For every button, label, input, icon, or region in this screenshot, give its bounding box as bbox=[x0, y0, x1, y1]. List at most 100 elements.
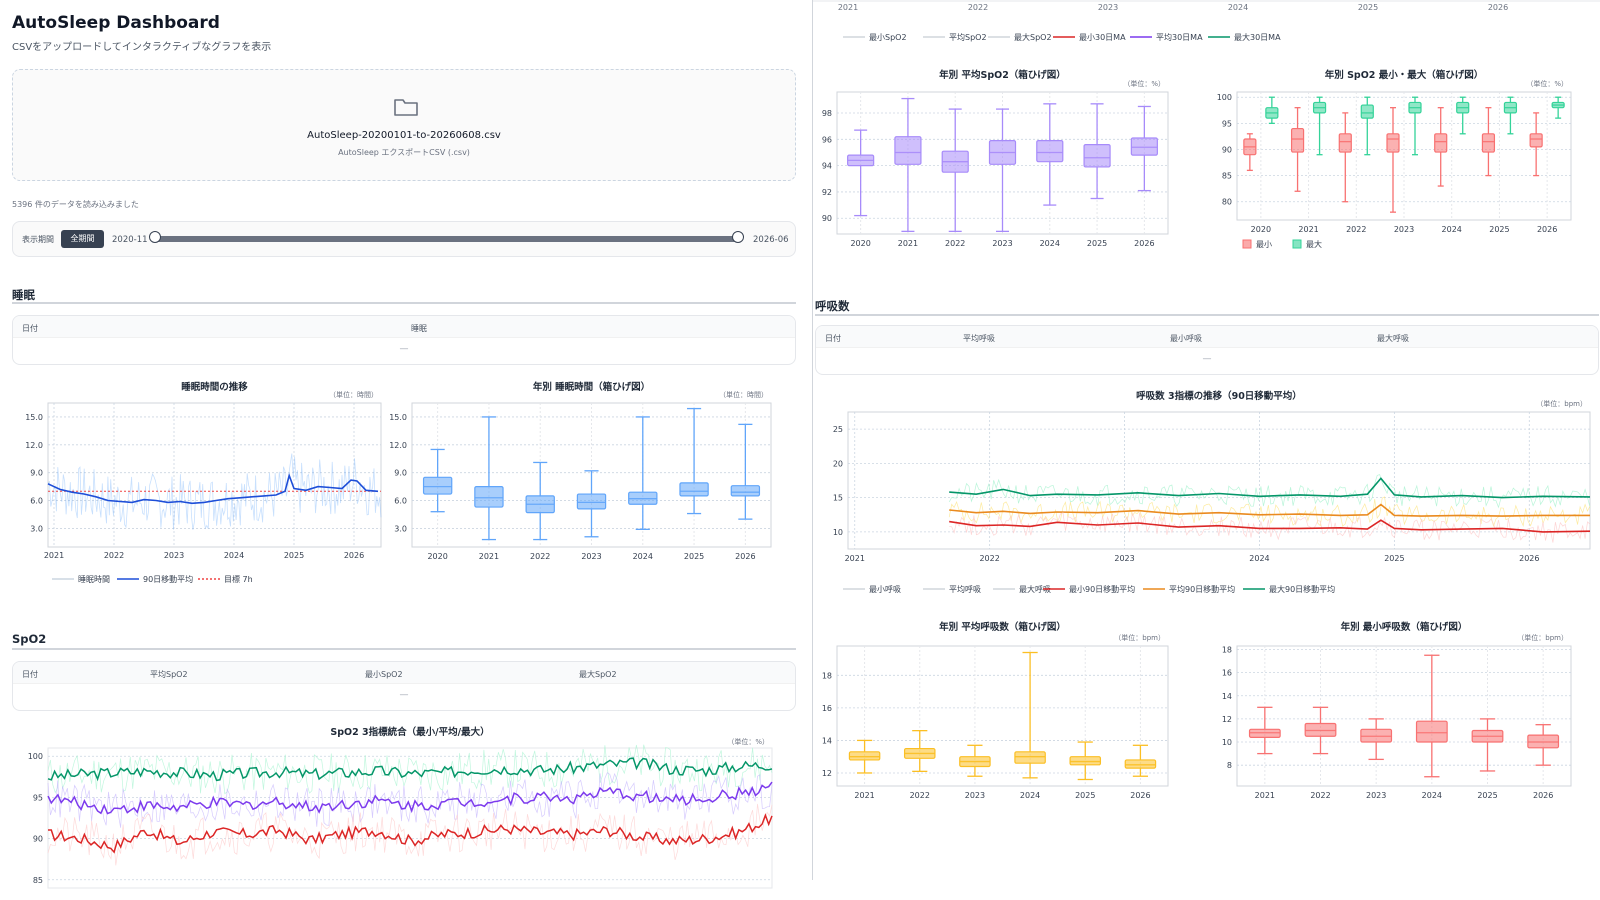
box-body bbox=[1124, 759, 1157, 769]
y-tick-label: 9.0 bbox=[394, 469, 407, 478]
x-tick-label: 2026 bbox=[1533, 791, 1553, 800]
resp-ma90-line bbox=[949, 477, 1591, 499]
resp-table-empty: — bbox=[1202, 354, 1212, 364]
x-tick-label: 2021 bbox=[44, 551, 64, 560]
y-tick-label: 9.0 bbox=[30, 469, 43, 478]
spo2-daily-line bbox=[47, 803, 773, 866]
x-tick-label: 2020 bbox=[850, 239, 870, 248]
spo2-trend-chart: SpO2 3指標統合（最小/平均/最大） （単位：%） 85 90 95 100 bbox=[28, 726, 773, 889]
x-tick-label: 2024 bbox=[1442, 225, 1462, 234]
chart-title: SpO2 3指標統合（最小/平均/最大） bbox=[330, 726, 489, 738]
spo2-col-date: 日付 bbox=[22, 670, 38, 679]
x-tick-label: 2026 bbox=[1488, 3, 1508, 12]
x-tick-label: 2022 bbox=[945, 239, 965, 248]
x-tick-label: 2021 bbox=[845, 554, 865, 563]
sleep-section-title: 睡眠 bbox=[12, 288, 35, 302]
plot-area bbox=[1236, 645, 1572, 787]
legend-label: 平均90日移動平均 bbox=[1169, 584, 1235, 594]
resp-col-max: 最大呼吸 bbox=[1377, 334, 1409, 343]
box-body bbox=[576, 493, 607, 510]
legend-label: 90日移動平均 bbox=[143, 574, 193, 584]
upload-hint: AutoSleep エクスポートCSV (.csv) bbox=[338, 148, 470, 157]
chart-title: 年別 最小呼吸数（箱ひげ図） bbox=[1341, 621, 1468, 633]
resp-min-box-chart: 年別 最小呼吸数（箱ひげ図） （単位：bpm） 8 10 12 14 16 18 2021 202… bbox=[1222, 621, 1572, 800]
resp-col-min: 最小呼吸 bbox=[1170, 334, 1202, 343]
app-subtitle: CSVをアップロードしてインタラクティブなグラフを表示 bbox=[12, 42, 272, 53]
y-tick-label: 6.0 bbox=[30, 497, 43, 506]
x-tick-label: 2025 bbox=[1477, 791, 1497, 800]
spo2-minmax-box-chart: 年別 SpO2 最小・最大（箱ひげ図） （単位：%） 80 85 90 95 100 2020… bbox=[1217, 69, 1572, 249]
legend-label: 最大90日移動平均 bbox=[1269, 584, 1335, 594]
spo2-daily-line bbox=[47, 772, 773, 828]
legend-label: 最小呼吸 bbox=[869, 584, 901, 594]
legend-swatch bbox=[1242, 239, 1252, 249]
x-tick-label: 2023 bbox=[992, 239, 1012, 248]
sleep-trend-chart: 睡眠時間の推移 （単位：時間） 3.0 6.0 9.0 12.0 15.0 2021 2022 2… bbox=[25, 381, 382, 584]
y-tick-label: 8 bbox=[1227, 761, 1232, 770]
x-tick-label: 2026 bbox=[1519, 554, 1539, 563]
spo2-section-rule bbox=[12, 648, 796, 650]
resp-section-title: 呼吸数 bbox=[815, 299, 850, 313]
chart-unit: （単位：%） bbox=[727, 737, 769, 746]
y-tick-label: 10 bbox=[1222, 738, 1232, 747]
x-tick-label: 2022 bbox=[104, 551, 124, 560]
x-tick-label: 2025 bbox=[284, 551, 304, 560]
box-body bbox=[422, 476, 453, 495]
period-end-label: 2026-06 bbox=[753, 235, 789, 245]
all-period-button[interactable]: 全期間 bbox=[61, 230, 104, 248]
legend-label: 最大30日MA bbox=[1234, 32, 1281, 42]
sleep-col-date: 日付 bbox=[22, 324, 38, 333]
x-tick-label: 2026 bbox=[1134, 239, 1154, 248]
y-tick-label: 100 bbox=[1217, 93, 1232, 102]
y-tick-label: 25 bbox=[833, 425, 843, 434]
x-tick-label: 2021 bbox=[1255, 791, 1275, 800]
period-range-slider[interactable] bbox=[154, 236, 737, 242]
spo2-table-header: 日付 平均SpO2 最小SpO2 最大SpO2 bbox=[13, 662, 795, 684]
y-tick-label: 18 bbox=[1222, 645, 1232, 654]
y-tick-label: 10 bbox=[833, 528, 843, 537]
box-body bbox=[1290, 127, 1305, 153]
spo2-ma30-line bbox=[47, 781, 773, 815]
csv-dropzone[interactable]: AutoSleep-20200101-to-20260608.csv AutoS… bbox=[12, 69, 796, 181]
slider-start-handle[interactable] bbox=[149, 231, 161, 243]
box-body bbox=[474, 486, 504, 508]
folder-icon bbox=[394, 99, 418, 116]
x-tick-label: 2022 bbox=[530, 552, 550, 561]
spo2-avg-box-chart: 年別 平均SpO2（箱ひげ図） （単位：%） 90 92 94 96 98 2020 2021 2… bbox=[822, 69, 1169, 248]
legend-label: 最大呼吸 bbox=[1019, 584, 1051, 594]
box-body bbox=[1338, 133, 1352, 153]
resp-table: 日付 平均呼吸 最小呼吸 最大呼吸 — bbox=[815, 325, 1599, 375]
legend-swatch bbox=[1292, 239, 1302, 249]
box-body bbox=[1481, 133, 1496, 153]
x-tick-label: 2021 bbox=[838, 3, 858, 12]
x-tick-label: 2023 bbox=[965, 791, 985, 800]
x-tick-label: 2025 bbox=[684, 552, 704, 561]
slider-end-handle[interactable] bbox=[732, 231, 744, 243]
y-tick-label: 96 bbox=[822, 135, 832, 144]
legend-label: 平均30日MA bbox=[1156, 32, 1203, 42]
box-body bbox=[1360, 104, 1374, 119]
spo2-daily-line bbox=[47, 744, 773, 795]
y-tick-label: 14 bbox=[1222, 692, 1232, 701]
period-filter: 表示期間 全期間 2020-11 2026-06 bbox=[12, 221, 796, 257]
x-tick-label: 2025 bbox=[1384, 554, 1404, 563]
chart-unit: （単位：%） bbox=[1526, 79, 1568, 88]
legend-label: 平均SpO2 bbox=[949, 32, 987, 42]
x-tick-label: 2023 bbox=[1114, 554, 1134, 563]
y-tick-label: 3.0 bbox=[30, 524, 43, 533]
box-body bbox=[1434, 133, 1448, 153]
box-body bbox=[1386, 133, 1400, 153]
y-tick-label: 94 bbox=[822, 162, 832, 171]
y-tick-label: 90 bbox=[1222, 145, 1232, 154]
box-body bbox=[679, 482, 709, 497]
legend-label: 最小30日MA bbox=[1079, 33, 1126, 42]
right-panel: 2021 2022 2023 2024 2025 2026 最小SpO2 平均SpO2 最大Sp… bbox=[813, 0, 1600, 900]
x-tick-label: 2022 bbox=[1310, 791, 1330, 800]
spo2-table: 日付 平均SpO2 最小SpO2 最大SpO2 — bbox=[12, 661, 796, 711]
x-tick-label: 2020 bbox=[1251, 225, 1271, 234]
sleep-col-sleep: 睡眠 bbox=[411, 324, 427, 333]
y-tick-label: 14 bbox=[822, 736, 832, 745]
y-tick-label: 85 bbox=[1222, 172, 1232, 181]
legend-label: 目標 7h bbox=[224, 574, 253, 584]
spo2-ma30-line bbox=[47, 757, 773, 782]
